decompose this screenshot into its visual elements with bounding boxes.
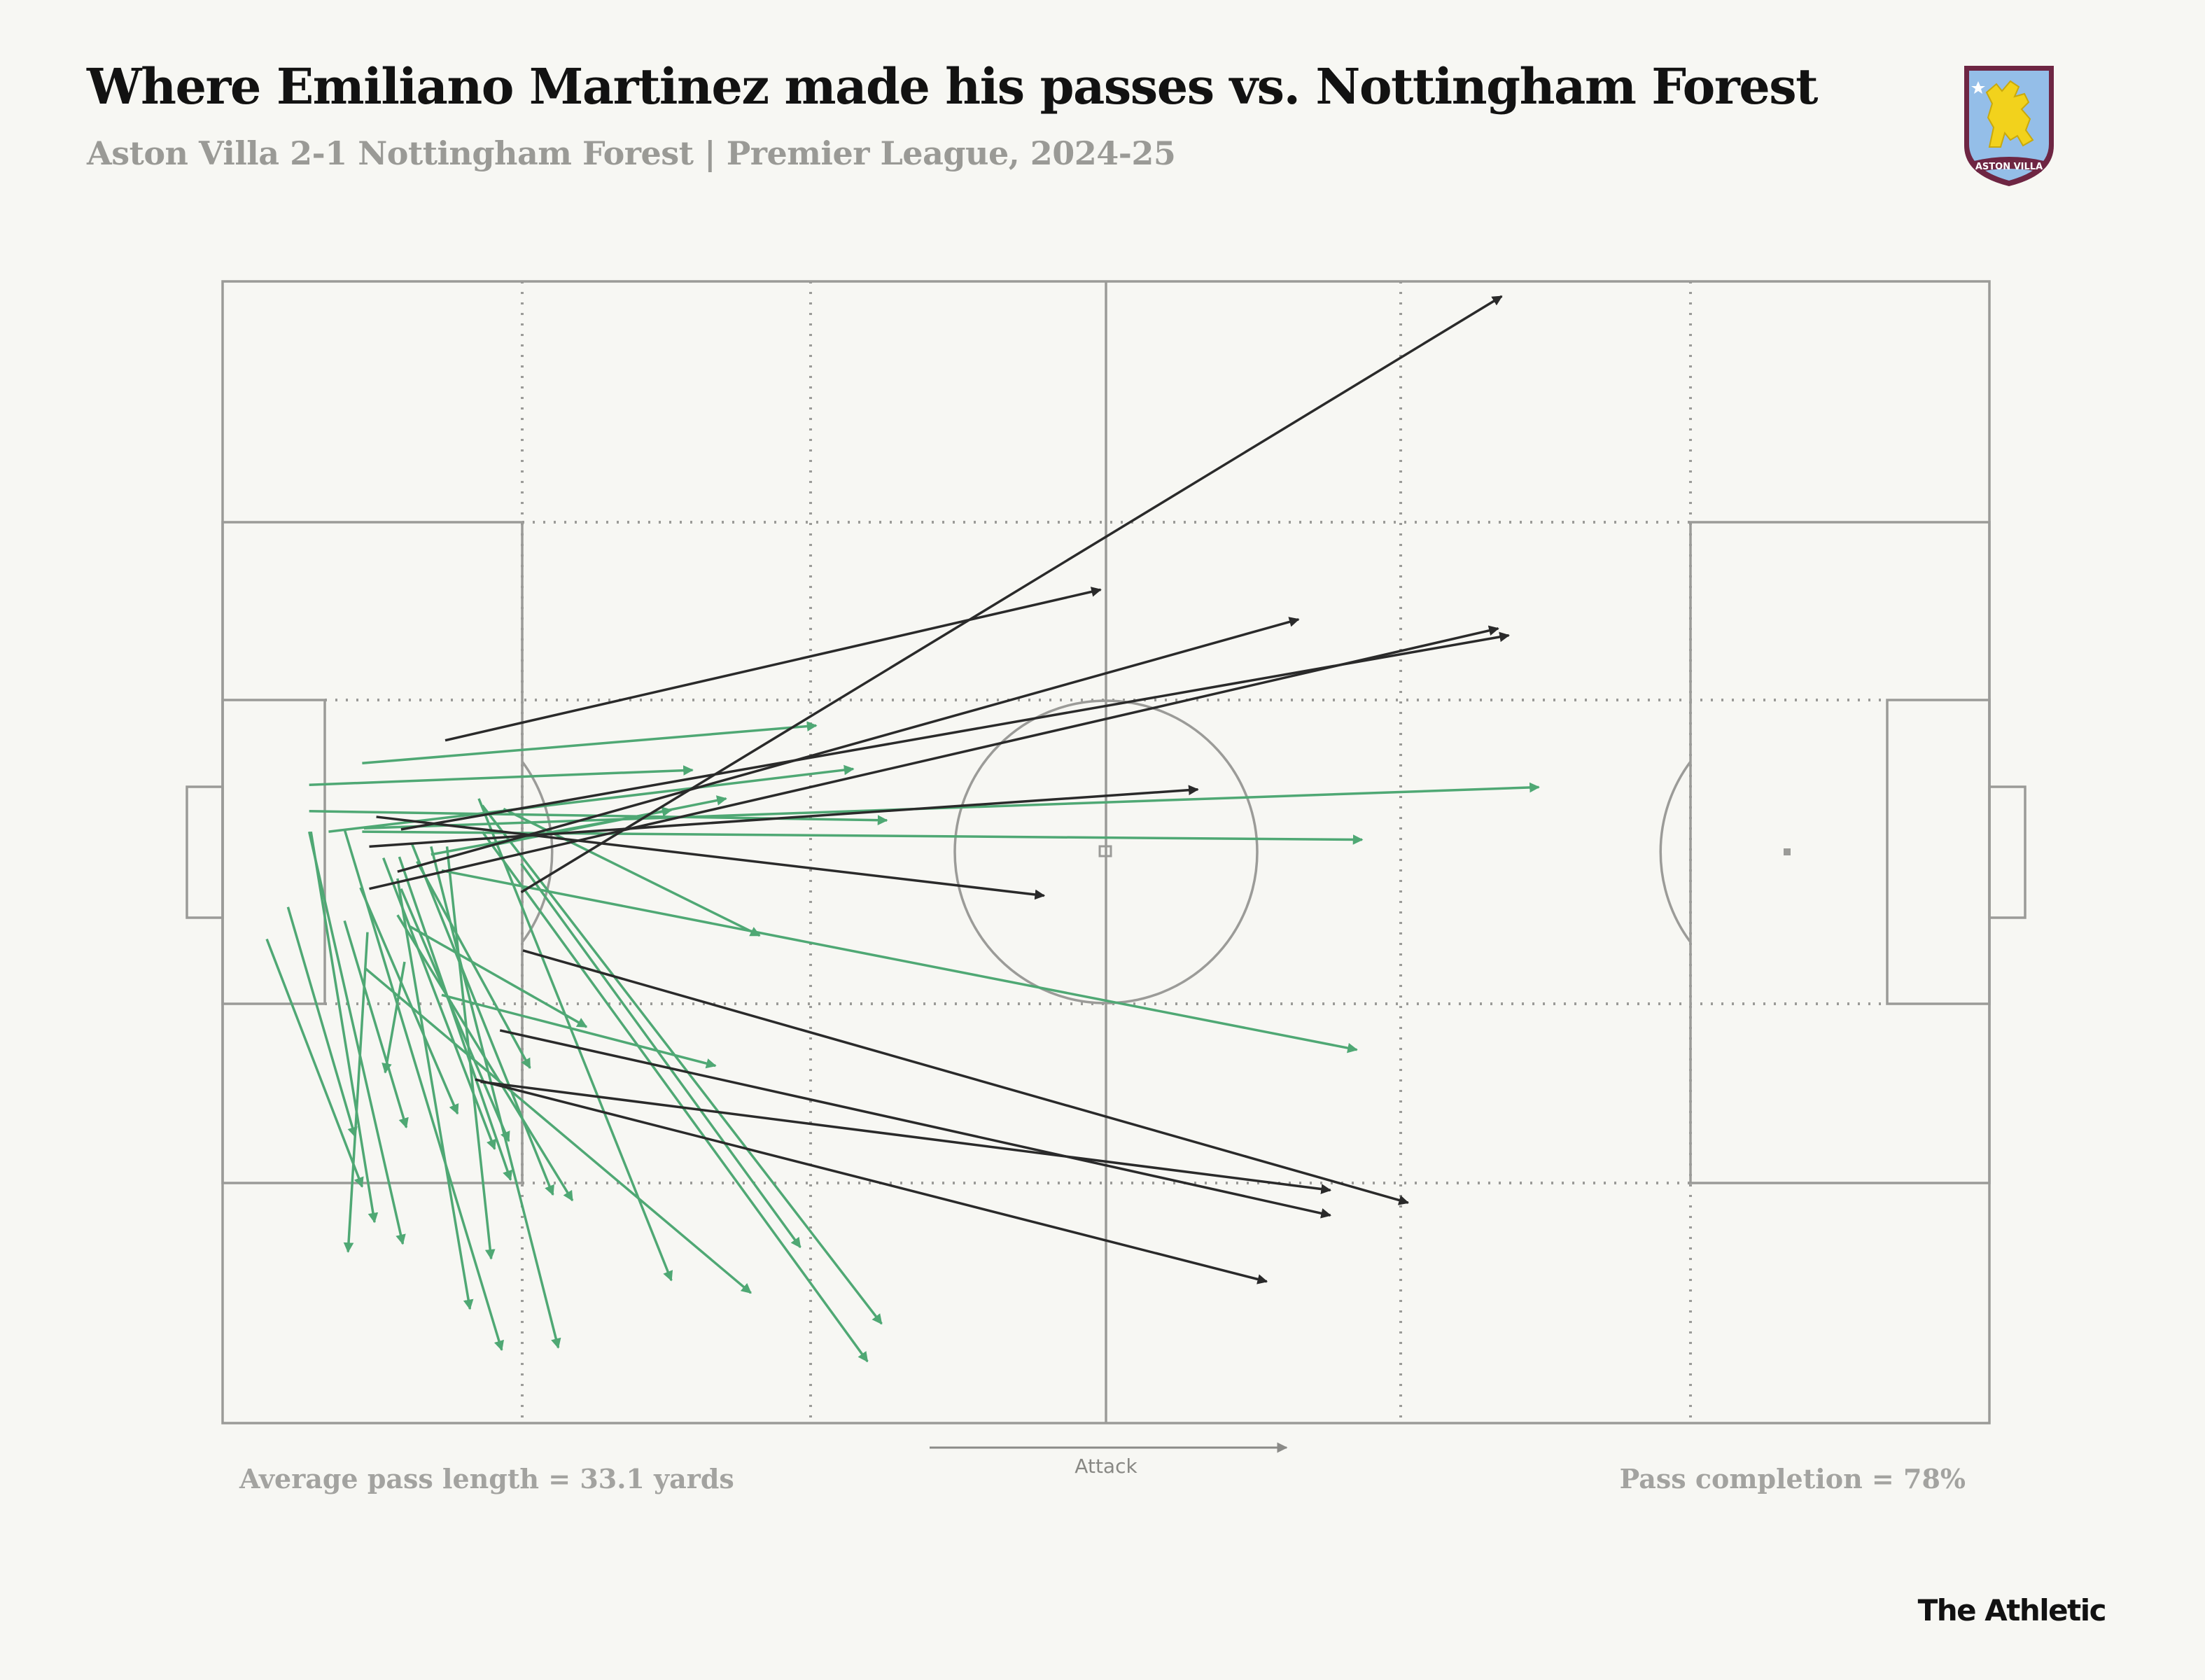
aston-villa-crest-icon: ASTON VILLA bbox=[1964, 66, 2054, 186]
completed-pass-arrow bbox=[445, 846, 496, 1260]
completed-passes-layer bbox=[265, 721, 1540, 1363]
attack-direction-label: Attack bbox=[1074, 1455, 1138, 1478]
completed-pass-arrow bbox=[309, 765, 694, 787]
completed-pass-arrow bbox=[309, 831, 379, 1224]
center-circle bbox=[953, 699, 1259, 1004]
completed-pass-arrow bbox=[343, 829, 505, 1352]
completed-pass-arrow bbox=[485, 795, 727, 848]
svg-text:ASTON VILLA: ASTON VILLA bbox=[1975, 162, 2043, 172]
incomplete-pass-arrow bbox=[400, 631, 1510, 831]
center-spot bbox=[1098, 845, 1112, 858]
completed-pass-arrow bbox=[396, 914, 574, 1202]
completed-pass-arrow bbox=[441, 869, 1358, 1054]
brand-logo: The Athletic bbox=[1917, 1593, 2107, 1628]
incomplete-pass-arrow bbox=[397, 617, 1300, 873]
pitch-markings bbox=[186, 280, 2026, 1424]
completed-pass-arrow bbox=[362, 721, 818, 765]
left-goal bbox=[186, 785, 224, 919]
completed-pass-arrow bbox=[410, 842, 554, 1196]
right-penalty-box bbox=[1689, 521, 1991, 1184]
incomplete-pass-arrow bbox=[520, 295, 1503, 894]
chart-subtitle: Aston Villa 2-1 Nottingham Forest | Prem… bbox=[87, 134, 1176, 172]
completed-pass-arrow bbox=[481, 804, 883, 1325]
incomplete-pass-arrow bbox=[369, 785, 1199, 848]
incomplete-pass-arrow bbox=[475, 1078, 1268, 1284]
right-penalty-arc bbox=[1659, 760, 1692, 944]
pass-completion: Pass completion = 78% bbox=[1619, 1463, 1966, 1494]
completed-pass-arrow bbox=[396, 878, 474, 1310]
completed-pass-arrow bbox=[362, 830, 1364, 845]
completed-pass-arrow bbox=[365, 967, 752, 1294]
completed-pass-arrow bbox=[307, 831, 406, 1245]
average-pass-length: Average pass length = 33.1 yards bbox=[239, 1463, 734, 1494]
left-penalty-arc bbox=[521, 760, 554, 944]
completed-pass-arrow bbox=[382, 858, 496, 1150]
incomplete-pass-arrow bbox=[522, 949, 1410, 1205]
completed-pass-arrow bbox=[359, 887, 459, 1115]
completed-pass-arrow bbox=[363, 782, 1540, 830]
incomplete-pass-arrow bbox=[376, 816, 1046, 900]
chart-title: Where Emiliano Martinez made his passes … bbox=[87, 57, 1819, 115]
completed-pass-arrow bbox=[328, 764, 855, 833]
incomplete-passes-layer bbox=[369, 295, 1510, 1284]
incomplete-pass-arrow bbox=[499, 1029, 1331, 1219]
completed-pass-arrow bbox=[286, 906, 358, 1138]
completed-pass-arrow bbox=[409, 925, 588, 1028]
completed-pass-arrow bbox=[441, 993, 717, 1069]
completed-pass-arrow bbox=[477, 798, 673, 1282]
completed-pass-arrow bbox=[481, 831, 869, 1363]
right-six-yard-box bbox=[1886, 699, 1991, 1005]
completed-pass-arrow bbox=[343, 920, 409, 1128]
right-penalty-spot bbox=[1784, 848, 1791, 855]
incomplete-pass-arrow bbox=[369, 625, 1499, 890]
zone-dotted-lines bbox=[325, 281, 1886, 1423]
incomplete-pass-arrow bbox=[444, 587, 1102, 742]
incomplete-pass-arrow bbox=[480, 1080, 1332, 1194]
completed-pass-arrow bbox=[265, 938, 364, 1188]
completed-pass-arrow bbox=[398, 856, 513, 1181]
right-goal bbox=[1988, 785, 2026, 919]
completed-pass-arrow bbox=[520, 862, 802, 1249]
completed-pass-arrow bbox=[343, 932, 369, 1253]
completed-pass-arrow bbox=[430, 846, 561, 1349]
